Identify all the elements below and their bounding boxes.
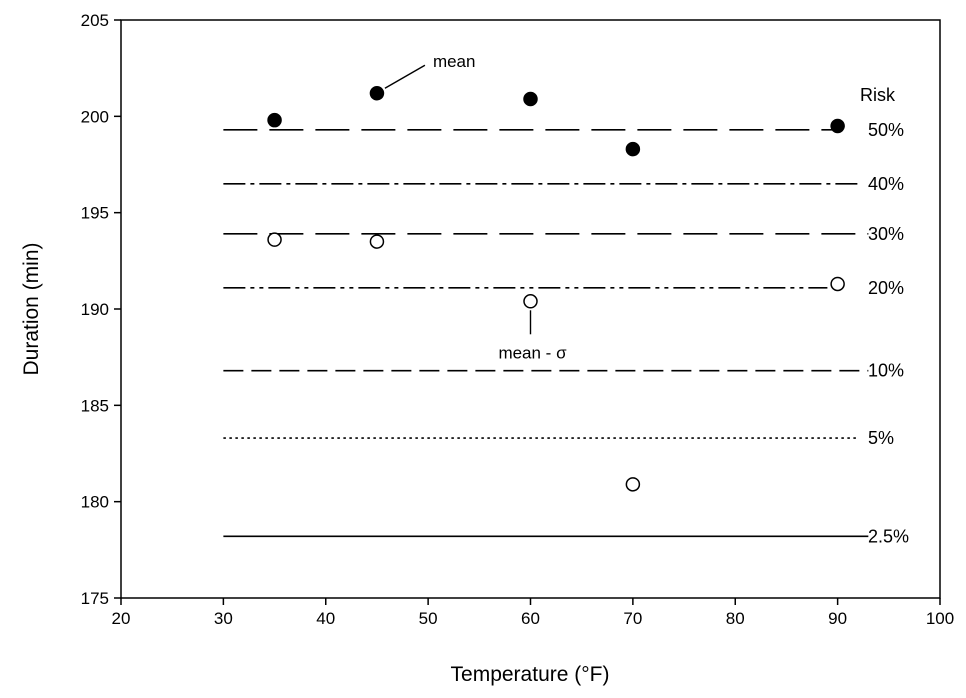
mean-minus-sigma-point bbox=[369, 234, 385, 249]
x-tick-label: 30 bbox=[214, 609, 233, 628]
mean-point bbox=[369, 85, 385, 101]
risk-line-label: 5% bbox=[868, 428, 894, 448]
mean-annotation: mean bbox=[433, 52, 476, 71]
mean-minus-sigma-point bbox=[830, 276, 845, 292]
y-axis-title: Duration (min) bbox=[20, 242, 43, 375]
annotations: mean mean - σ bbox=[384, 52, 567, 362]
risk-line-label: 30% bbox=[868, 224, 904, 244]
y-tick-label: 180 bbox=[81, 493, 109, 512]
risk-header: Risk bbox=[860, 85, 896, 105]
x-tick-label: 20 bbox=[112, 609, 131, 628]
x-tick-label: 70 bbox=[623, 609, 642, 628]
x-tick-label: 50 bbox=[419, 609, 438, 628]
mean-point bbox=[625, 141, 641, 157]
x-axis-title: Temperature (°F) bbox=[451, 663, 610, 686]
risk-line-label: 50% bbox=[868, 120, 904, 140]
y-tick-label: 175 bbox=[81, 589, 109, 608]
y-tick-label: 190 bbox=[81, 300, 109, 319]
x-tick-label: 90 bbox=[828, 609, 847, 628]
risk-line-label: 10% bbox=[868, 361, 904, 381]
risk-line-label: 2.5% bbox=[868, 526, 909, 546]
mean-point bbox=[523, 91, 538, 107]
x-tick-label: 80 bbox=[726, 609, 745, 628]
y-tick-label: 195 bbox=[81, 204, 109, 223]
x-tick-label: 40 bbox=[316, 609, 335, 628]
mean-minus-sigma-point bbox=[523, 294, 538, 309]
mean-sigma-annotation: mean - σ bbox=[498, 343, 567, 362]
risk-line-label: 40% bbox=[868, 174, 904, 194]
mean-minus-sigma-point bbox=[625, 477, 641, 492]
data-points bbox=[267, 85, 845, 492]
mean-leader-line bbox=[384, 64, 426, 89]
plot-frame bbox=[120, 19, 941, 599]
risk-lines: 50% 40% 30% 20% 10% 5% 2.5% bbox=[223, 120, 909, 546]
y-tick-label: 185 bbox=[81, 396, 109, 415]
axis-ticks: 20 30 40 50 60 70 80 90 100 175 180 185 190 195 200 205 bbox=[81, 11, 955, 628]
risk-line-label: 20% bbox=[868, 278, 904, 298]
x-tick-label: 60 bbox=[521, 609, 540, 628]
y-tick-label: 200 bbox=[81, 107, 109, 126]
mean-minus-sigma-point bbox=[267, 232, 282, 247]
x-tick-label: 100 bbox=[926, 609, 954, 628]
y-tick-label: 205 bbox=[81, 11, 109, 30]
mean-point bbox=[267, 112, 282, 128]
mean-point bbox=[830, 118, 845, 134]
